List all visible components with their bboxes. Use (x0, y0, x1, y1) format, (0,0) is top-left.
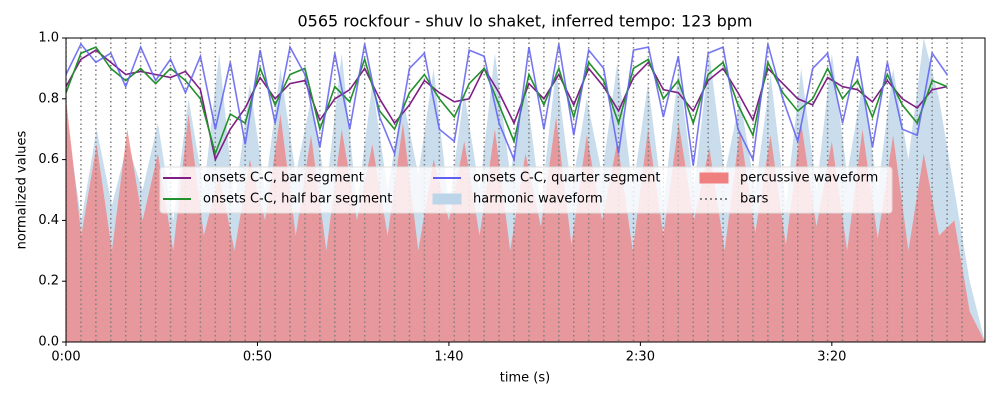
legend-handle (699, 172, 729, 184)
legend-label: onsets C-C, half bar segment (203, 192, 392, 207)
x-tick-label: 0:50 (243, 350, 272, 365)
plot-frame (65, 37, 986, 343)
x-tick-label: 0:00 (51, 350, 80, 365)
legend-handle (432, 193, 462, 205)
onset-line (66, 46, 948, 157)
y-tick-label: 0.4 (38, 213, 59, 228)
y-axis-label: normalized values (15, 130, 30, 249)
waveform-area (66, 98, 985, 342)
legend-label: bars (740, 192, 769, 207)
y-tick-label: 0.8 (38, 91, 59, 106)
x-tick-label: 1:40 (434, 350, 463, 365)
x-tick-label: 2:30 (626, 350, 655, 365)
chart-title: 0565 rockfour - shuv lo shaket, inferred… (297, 12, 752, 31)
y-tick-label: 0.2 (38, 274, 59, 289)
legend-label: onsets C-C, quarter segment (473, 171, 660, 186)
y-tick-label: 0.6 (38, 152, 59, 167)
onset-line (66, 49, 948, 163)
y-tick-label: 0.0 (38, 335, 59, 350)
x-axis-label: time (s) (500, 371, 550, 386)
y-tick-label: 1.0 (38, 31, 59, 46)
legend-label: harmonic waveform (473, 192, 603, 207)
x-tick-label: 3:20 (817, 350, 846, 365)
legend-label: onsets C-C, bar segment (203, 171, 364, 186)
legend-label: percussive waveform (740, 171, 878, 186)
onset-line (66, 42, 948, 166)
